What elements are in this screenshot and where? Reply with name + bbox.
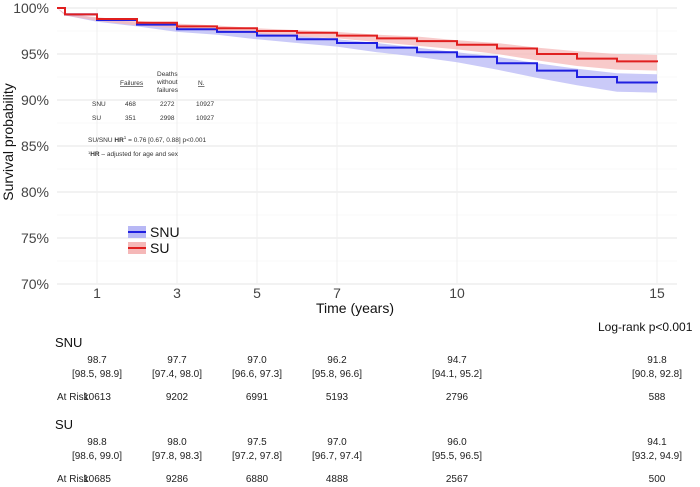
x-tick-label: 7 (333, 285, 341, 301)
svg-text:without: without (156, 79, 178, 86)
curve-su (57, 7, 658, 63)
survival-estimate-su: 97.0 (327, 437, 347, 448)
at-risk-label: At Risk (57, 392, 89, 403)
x-tick-label: 3 (173, 285, 181, 301)
survival-estimate-snu: 91.8 (647, 355, 667, 366)
y-tick-label: 70% (21, 276, 49, 292)
at-risk-count-snu: 10613 (83, 392, 111, 403)
survival-ci-snu: [96.6, 97.3] (231, 369, 283, 380)
inset-hr-line: SU/SNU HR1 = 0.76 [0.67, 0.88] p<0.001 (88, 135, 207, 144)
inset-row-failures: 351 (125, 115, 136, 122)
at-risk-count-su: 10685 (83, 474, 111, 485)
survival-chart: 70% 75% 80% 85% 90% 95% 100% 1 3 5 7 10 15 Survival… (0, 0, 677, 316)
x-tick-label: 5 (253, 285, 261, 301)
survival-estimate-snu: 98.7 (87, 355, 107, 366)
survival-estimate-su: 96.0 (447, 437, 467, 448)
y-axis-ticks: 70% 75% 80% 85% 90% 95% 100% (13, 0, 49, 292)
y-tick-label: 75% (21, 230, 49, 246)
survival-estimate-snu: 94.7 (447, 355, 467, 366)
survival-ci-su: [93.2, 94.9] (631, 451, 683, 462)
survival-ci-su: [95.5, 96.5] (431, 451, 483, 462)
survival-ci-su: [98.6, 99.0] (71, 451, 123, 462)
at-risk-count-snu: 9202 (165, 392, 189, 403)
inset-row-failures: 468 (125, 101, 136, 108)
survival-curves (57, 7, 658, 84)
gridlines (57, 7, 677, 285)
at-risk-count-snu: 2796 (445, 392, 469, 403)
inset-header-n: N. (198, 80, 205, 87)
svg-text:Deaths: Deaths (157, 71, 178, 78)
y-tick-label: 85% (21, 138, 49, 154)
survival-estimate-snu: 96.2 (327, 355, 347, 366)
at-risk-count-su: 500 (648, 474, 666, 485)
x-axis-ticks: 1 3 5 7 10 15 (93, 285, 665, 301)
inset-row-group: SU (92, 115, 101, 122)
at-risk-count-snu: 6991 (245, 392, 269, 403)
x-tick-label: 15 (649, 285, 665, 301)
at-risk-count-su: 4888 (325, 474, 349, 485)
y-tick-label: 90% (21, 92, 49, 108)
inset-row-deaths: 2998 (160, 115, 175, 122)
ci-band-su (57, 8, 657, 71)
at-risk-count-su: 2567 (445, 474, 469, 485)
inset-header-failures: Failures (120, 80, 144, 87)
survival-ci-snu: [97.4, 98.0] (151, 369, 203, 380)
inset-summary-table: Failures Deaths without failures N. SNU … (88, 71, 214, 158)
inset-row-group: SNU (92, 101, 106, 108)
inset-row-n: 10927 (196, 115, 214, 122)
x-axis-title: Time (years) (316, 300, 394, 316)
at-risk-count-snu: 5193 (325, 392, 349, 403)
svg-text:failures: failures (157, 87, 179, 94)
risk-group-label-su: SU (55, 417, 74, 432)
at-risk-count-su: 9286 (165, 474, 189, 485)
survival-ci-snu: [95.8, 96.6] (311, 369, 363, 380)
y-axis-title: Survival probability (0, 83, 16, 201)
survival-ci-su: [97.8, 98.3] (151, 451, 203, 462)
survival-ci-snu: [94.1, 95.2] (431, 369, 483, 380)
survival-ci-snu: [98.5, 98.9] (71, 369, 123, 380)
at-risk-label: At Risk (57, 474, 89, 485)
svg-text:N.: N. (198, 80, 205, 87)
inset-footnote: 1HR – adjusted for age and sex (88, 150, 179, 158)
x-tick-label: 1 (93, 285, 101, 301)
x-tick-label: 10 (449, 285, 465, 301)
y-tick-label: 100% (13, 0, 49, 16)
risk-group-label-snu: SNU (55, 335, 83, 350)
inset-row-deaths: 2272 (160, 101, 175, 108)
survival-estimate-snu: 97.0 (247, 355, 267, 366)
survival-ci-su: [97.2, 97.8] (231, 451, 283, 462)
survival-estimate-snu: 97.7 (167, 355, 187, 366)
legend-label-snu: SNU (150, 224, 180, 240)
logrank-pvalue: Log-rank p<0.001 (598, 320, 693, 334)
inset-row-n: 10927 (196, 101, 214, 108)
y-tick-label: 80% (21, 184, 49, 200)
y-tick-label: 95% (21, 46, 49, 62)
legend-label-su: SU (150, 240, 169, 256)
survival-estimate-su: 94.1 (647, 437, 667, 448)
inset-header-deaths: Deaths without failures (156, 71, 179, 94)
survival-estimate-su: 98.0 (167, 437, 187, 448)
legend: SNU SU (128, 224, 180, 256)
at-risk-count-snu: 588 (648, 392, 666, 403)
survival-ci-snu: [90.8, 92.8] (631, 369, 683, 380)
survival-estimate-su: 98.8 (87, 437, 107, 448)
survival-ci-su: [96.7, 97.4] (311, 451, 363, 462)
svg-text:Failures: Failures (120, 80, 144, 87)
at-risk-count-su: 6880 (245, 474, 269, 485)
survival-estimate-su: 97.5 (247, 437, 267, 448)
